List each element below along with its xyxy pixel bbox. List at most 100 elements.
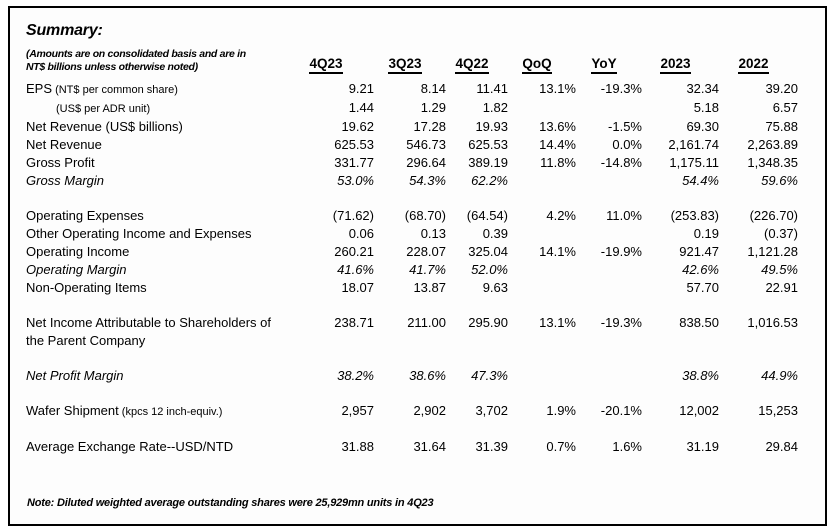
cell-value: (71.62) [332, 208, 374, 224]
row-label-text: Average Exchange Rate--USD/NTD [26, 439, 234, 455]
summary-panel: Summary: (Amounts are on consolidated ba… [8, 6, 827, 526]
cell-value: 1,175.11 [669, 155, 719, 171]
row-label-small-text: (US$ per ADR unit) [56, 103, 151, 116]
cell-value: 1.44 [348, 100, 374, 116]
cell-value: 2,263.89 [747, 137, 798, 153]
cell-value: 260.21 [334, 244, 374, 260]
cell-value: 62.2% [471, 173, 508, 189]
row-label-text: EPS [26, 81, 53, 97]
cell-value: 31.88 [341, 439, 374, 455]
row-label-small-text: (NT$ per common share) [52, 84, 178, 97]
cell-value: (0.37) [764, 226, 798, 242]
cell-value: 5.18 [693, 100, 719, 116]
table-row: Net Revenue 625.53 546.73 625.53 14.4% 0.0% 2,… [26, 136, 798, 154]
cell-value: 41.6% [337, 262, 374, 278]
table-subtitle-line2: NT$ billions unless otherwise noted) [26, 61, 198, 74]
cell-value: 53.0% [337, 173, 374, 189]
row-label: Gross Profit [26, 154, 288, 172]
table-row: Net Revenue (US$ billions) 19.62 17.28 19.9… [26, 118, 798, 136]
cell-value: -14.8% [600, 155, 642, 171]
spacer-row [26, 421, 798, 438]
row-label-text: Wafer Shipment [26, 403, 119, 419]
cell-value: 18.07 [341, 280, 374, 296]
column-header-label: 2023 [660, 56, 691, 75]
row-label-text: Gross Profit [26, 155, 95, 171]
cell-value [508, 225, 576, 243]
column-header: 2023 [642, 48, 719, 80]
cell-value: 31.64 [413, 439, 446, 455]
cell-value: 14.1% [539, 244, 576, 260]
cell-value: 6.57 [772, 100, 798, 116]
row-label-text: Net Income Attributable to Shareholders … [26, 315, 271, 331]
cell-value: 546.73 [406, 137, 446, 153]
table-subtitle: (Amounts are on consolidated basis and a… [26, 48, 288, 80]
row-label: Net Revenue (US$ billions) [26, 118, 288, 136]
column-header-label: 3Q23 [388, 56, 422, 75]
row-label: Non-Operating Items [26, 279, 288, 297]
row-label: Average Exchange Rate--USD/NTD [26, 438, 288, 456]
cell-value: 13.87 [413, 280, 446, 296]
column-header-label: QoQ [522, 56, 552, 75]
cell-value: 4.2% [546, 208, 576, 224]
row-label-small-text: (kpcs 12 inch-equiv.) [118, 406, 223, 419]
row-label-text: Net Revenue (US$ billions) [26, 119, 183, 135]
cell-value: 389.19 [468, 155, 508, 171]
table-header-row: (Amounts are on consolidated basis and a… [26, 48, 798, 80]
cell-value: 39.20 [765, 81, 798, 97]
cell-value [576, 172, 642, 190]
cell-value: 228.07 [406, 244, 446, 260]
cell-value: 625.53 [334, 137, 374, 153]
cell-value: 296.64 [406, 155, 446, 171]
cell-value: 49.5% [761, 262, 798, 278]
row-label-text: Other Operating Income and Expenses [26, 226, 252, 242]
summary-table: (Amounts are on consolidated basis and a… [26, 48, 798, 456]
cell-value: 32.34 [686, 81, 719, 97]
table-row: Gross Profit 331.77 296.64 389.19 11.8% -14.8… [26, 154, 798, 172]
cell-value: 1.82 [482, 100, 508, 116]
page-title: Summary: [26, 22, 103, 39]
cell-value: 0.19 [693, 226, 719, 242]
column-header-label: 4Q23 [309, 56, 343, 75]
column-header-label: 2022 [738, 56, 769, 75]
cell-value: 31.19 [686, 439, 719, 455]
cell-value: 11.0% [606, 208, 642, 224]
cell-value: 59.6% [761, 173, 798, 189]
cell-value: 57.70 [686, 280, 719, 296]
cell-value: 2,161.74 [668, 137, 719, 153]
cell-value: 11.41 [476, 81, 508, 97]
column-header: 2022 [719, 48, 798, 80]
table-row: Wafer Shipment (kpcs 12 inch-equiv.) 2,95… [26, 402, 798, 421]
column-header: 3Q23 [374, 48, 446, 80]
row-label-text: Net Profit Margin [26, 368, 124, 384]
row-label-text: Net Revenue [26, 137, 102, 153]
row-label-text: Operating Expenses [26, 208, 144, 224]
row-label: (US$ per ADR unit) [26, 99, 288, 118]
cell-value: 19.62 [341, 119, 374, 135]
cell-value: -19.3% [600, 81, 642, 97]
cell-value: 0.39 [482, 226, 508, 242]
cell-value: 22.91 [765, 280, 798, 296]
cell-value: 38.6% [409, 368, 446, 384]
table-row: EPS (NT$ per common share) 9.21 8.14 11.41 1… [26, 80, 798, 99]
cell-value: 42.6% [682, 262, 719, 278]
row-label: EPS (NT$ per common share) [26, 80, 288, 99]
cell-value: 0.0% [612, 137, 642, 153]
spacer-row [26, 385, 798, 402]
spacer-row [26, 297, 798, 314]
cell-value: 44.9% [761, 368, 798, 384]
table-row: Operating Expenses (71.62) (68.70) (64.54) 4… [26, 207, 798, 225]
cell-value: -20.1% [600, 403, 642, 419]
cell-value: -19.3% [600, 315, 642, 331]
cell-value: 38.8% [682, 368, 719, 384]
spacer-row [26, 350, 798, 367]
cell-value: 2,902 [413, 403, 446, 419]
cell-value: 13.6% [539, 119, 576, 135]
cell-value: (64.54) [466, 208, 508, 224]
spacer-row [26, 190, 798, 207]
table-row: Non-Operating Items 18.07 13.87 9.63 57.70 22… [26, 279, 798, 297]
row-label-text: Operating Income [26, 244, 130, 260]
cell-value: 31.39 [475, 439, 508, 455]
cell-value: -19.9% [600, 244, 642, 260]
row-label: Operating Income [26, 243, 288, 261]
row-label: Net Revenue [26, 136, 288, 154]
